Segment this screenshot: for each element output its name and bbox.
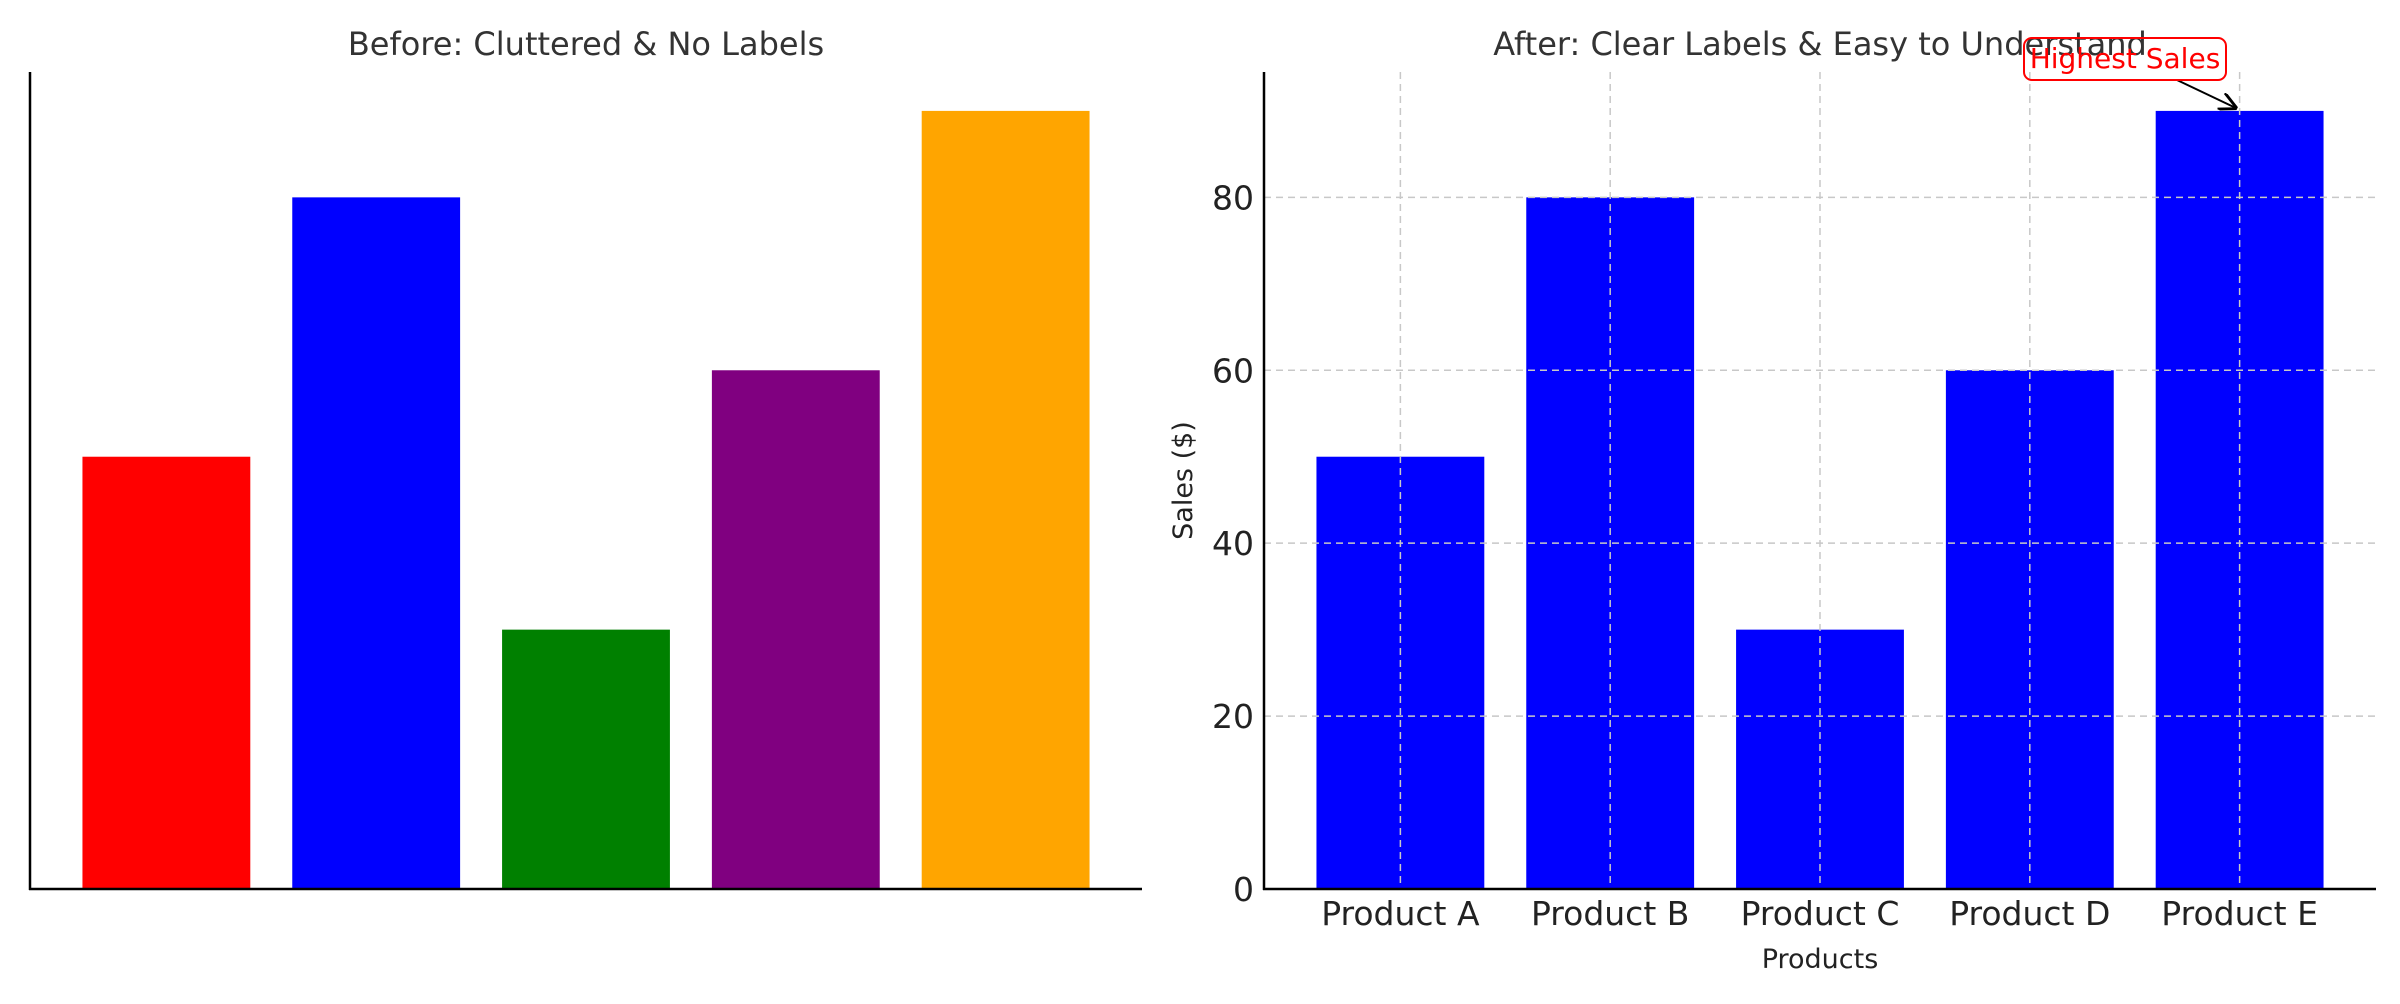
x-tick-label: Product E — [2161, 894, 2318, 933]
bar — [921, 110, 1090, 889]
annotation-box — [2023, 37, 2227, 81]
y-tick-labels: 0 20 40 60 80 — [1212, 178, 1254, 909]
bar — [292, 197, 461, 889]
x-tick-label: Product A — [1321, 894, 1480, 933]
bar — [502, 629, 670, 889]
bar-group — [82, 110, 1090, 889]
grid-lines — [1264, 72, 2376, 889]
bar — [82, 456, 251, 889]
x-axis-label: Products — [1762, 944, 1879, 975]
chart-title: After: Clear Labels & Easy to Understand — [1493, 25, 2147, 63]
chart-title: Before: Cluttered & No Labels — [348, 25, 824, 63]
y-tick-label: 20 — [1212, 697, 1254, 736]
before-chart: Before: Cluttered & No Labels — [28, 25, 1142, 891]
x-tick-label: Product B — [1531, 894, 1689, 933]
y-axis-label: Sales ($) — [1168, 421, 1199, 540]
x-tick-label: Product C — [1741, 894, 1900, 933]
y-tick-label: 40 — [1212, 524, 1254, 563]
y-tick-label: 60 — [1212, 351, 1254, 390]
bar — [711, 370, 880, 889]
annotation-arrow — [2176, 79, 2236, 108]
after-chart: After: Clear Labels & Easy to Understand… — [1168, 25, 2376, 975]
annotation: Highest Sales — [2023, 37, 2236, 108]
annotation-label: Highest Sales — [2030, 42, 2221, 75]
y-tick-label: 80 — [1212, 178, 1254, 217]
x-tick-label: Product D — [1949, 894, 2110, 933]
x-tick-labels: Product A Product B Product C Product D Prod… — [1321, 894, 2318, 933]
y-tick-label: 0 — [1233, 870, 1254, 909]
